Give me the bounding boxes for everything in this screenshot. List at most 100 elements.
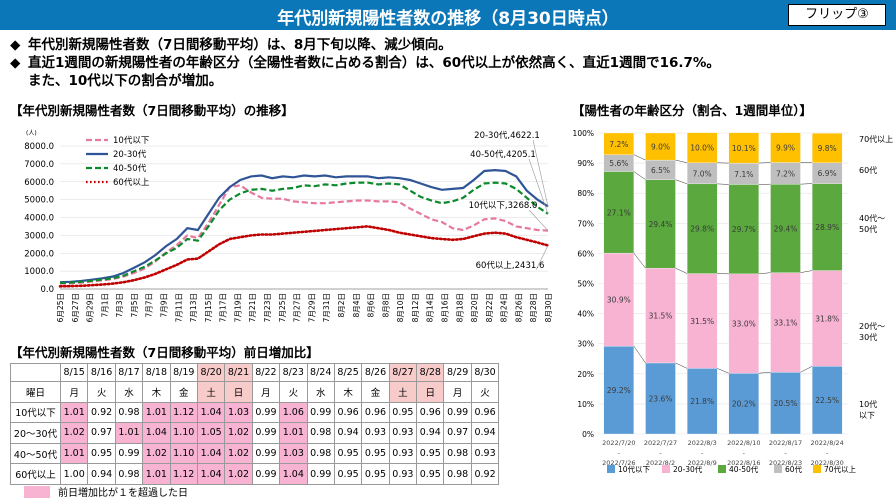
page-title: 年代別新規陽性者数の推移（8月30日時点） xyxy=(277,9,619,29)
x-tick-label: 8月20日 xyxy=(470,293,479,322)
table-row: 40～50代 1.01 0.95 0.99 1.02 1.10 1.04 1.02 0.99 1.… xyxy=(10,442,500,465)
date-header: 8/28 xyxy=(416,363,445,382)
ratio-cell: 0.95 xyxy=(333,463,363,485)
ratio-cell: 1.05 xyxy=(196,422,226,444)
x-tick-label: 7月27日 xyxy=(293,293,302,322)
category-label: 2022/8/24 xyxy=(810,439,843,447)
weekday-header: 土 xyxy=(388,381,418,403)
bar-value-label: 20.2% xyxy=(732,400,756,409)
y-tick-label: 5000.0 xyxy=(24,196,54,206)
row-header: 10代以下 xyxy=(10,401,61,424)
weekday-header: 木 xyxy=(142,381,171,403)
y-tick-label: 70% xyxy=(577,219,594,228)
y-tick-label: 80% xyxy=(577,189,594,198)
diamond-icon: ◆ xyxy=(10,55,21,71)
connector-line xyxy=(675,267,688,274)
bar-value-label: 9.9% xyxy=(776,144,795,153)
legend-label: 10代以下 xyxy=(113,135,150,146)
ratio-cell: 1.00 xyxy=(59,463,89,485)
date-header: 8/15 xyxy=(59,363,89,382)
connector-line xyxy=(633,154,646,161)
line-chart-title: 【年代別新規陽性者数（7日間移動平均）の推移】 xyxy=(10,103,294,118)
bar-segment xyxy=(770,272,801,373)
ratio-cell: 1.12 xyxy=(169,401,198,424)
row-header: 40～50代 xyxy=(10,442,61,465)
bar-segment xyxy=(728,184,759,275)
highlight-note: 前日増加比が１を超過した日 xyxy=(58,488,188,499)
x-tick-label: 6月25日 xyxy=(56,293,65,322)
bar-value-label: 20.5% xyxy=(774,399,798,408)
x-tick-label: 8月6日 xyxy=(367,293,376,318)
ratio-cell: 0.93 xyxy=(388,422,418,444)
y-tick-label: 100% xyxy=(573,129,594,138)
bar-value-label: 28.9% xyxy=(815,223,839,232)
legend-swatch xyxy=(607,465,615,473)
connector-line xyxy=(633,252,646,269)
diamond-icon: ◆ xyxy=(10,37,21,53)
bar-value-label: 7.1% xyxy=(734,170,753,179)
date-header: 8/26 xyxy=(361,363,390,382)
x-tick-label: 8月26日 xyxy=(514,293,523,322)
weekday-header: 月 xyxy=(443,381,472,403)
legend-label: 60代以上 xyxy=(113,177,150,188)
ratio-cell: 1.02 xyxy=(224,463,253,485)
series-line xyxy=(59,181,549,284)
flip-label: フリップ③ xyxy=(788,4,886,26)
category-label: 2022/8/3 xyxy=(688,439,717,447)
ratio-cell: 1.02 xyxy=(59,422,89,444)
bar-value-label: 10.0% xyxy=(690,144,714,153)
x-tick-label: 7月9日 xyxy=(160,293,169,318)
end-value-label: 10代以下,3268.0 xyxy=(469,200,538,211)
x-tick-label: 8月30日 xyxy=(544,293,553,322)
bar-segment xyxy=(728,273,759,374)
x-tick-label: 8月4日 xyxy=(352,293,361,318)
date-header: 8/30 xyxy=(470,363,500,382)
highlight-swatch xyxy=(24,485,50,498)
ratio-cell: 0.99 xyxy=(251,463,281,485)
date-header: 8/25 xyxy=(333,363,363,382)
x-tick-label: 7月3日 xyxy=(115,293,124,318)
ratio-cell: 0.99 xyxy=(306,401,335,424)
legend-label: 40-50代 xyxy=(113,163,147,174)
ratio-cell: 0.95 xyxy=(416,442,445,465)
table-title: 【年代別新規陽性者数（7日間移動平均）前日増加比】 xyxy=(10,345,319,360)
ratio-cell: 1.01 xyxy=(279,422,308,444)
bullet-2: ◆ 直近1週間の新規陽性者の年齢区分（全陽性者数に占める割合）は、60代以上が依然… xyxy=(10,55,720,71)
ratio-cell: 0.99 xyxy=(251,401,281,424)
ratio-cell: 1.01 xyxy=(114,422,144,444)
ratio-cell: 1.02 xyxy=(224,422,253,444)
connector-line xyxy=(633,345,646,364)
y-tick-label: 40% xyxy=(577,310,594,319)
ratio-cell: 1.12 xyxy=(169,463,198,485)
ratio-table: 8/15 8/16 8/17 8/18 8/19 8/20 8/21 8/22 8/23 8/24… xyxy=(10,363,500,485)
table-row: 10代以下 1.01 0.92 0.98 1.01 1.12 1.04 1.03 0.99 1.0… xyxy=(10,401,500,424)
x-tick-label: 7月29日 xyxy=(307,293,316,322)
ratio-cell: 0.98 xyxy=(306,422,335,444)
side-label: 60代 xyxy=(859,165,877,175)
ratio-cell: 0.98 xyxy=(114,463,144,485)
ratio-cell: 0.96 xyxy=(333,401,363,424)
bar-value-label: 10.1% xyxy=(732,144,756,153)
series-line xyxy=(59,168,549,284)
ratio-cell: 0.94 xyxy=(87,463,116,485)
weekday-header: 水 xyxy=(114,381,144,403)
bar-segment xyxy=(770,132,801,163)
bar-segment xyxy=(603,345,634,435)
ratio-cell: 0.92 xyxy=(470,463,500,485)
legend-swatch xyxy=(662,465,670,473)
y-tick-label: 4000.0 xyxy=(24,214,54,224)
weekday-header: 月 xyxy=(59,381,89,403)
legend-swatch xyxy=(774,465,782,473)
legend-label: 10代以下 xyxy=(618,464,651,474)
bar-segment xyxy=(645,362,676,435)
ratio-cell: 0.98 xyxy=(306,442,335,465)
y-tick-label: 3000.0 xyxy=(24,231,54,241)
weekday-header: 水 xyxy=(306,381,335,403)
date-header: 8/20 xyxy=(196,363,226,382)
bar-segment xyxy=(812,183,843,271)
legend-label: 70代以上 xyxy=(824,464,857,474)
ratio-cell: 0.99 xyxy=(443,401,472,424)
y-tick-label: 50% xyxy=(577,280,594,289)
bar-segment xyxy=(687,273,718,369)
ratio-cell: 1.02 xyxy=(142,442,171,465)
